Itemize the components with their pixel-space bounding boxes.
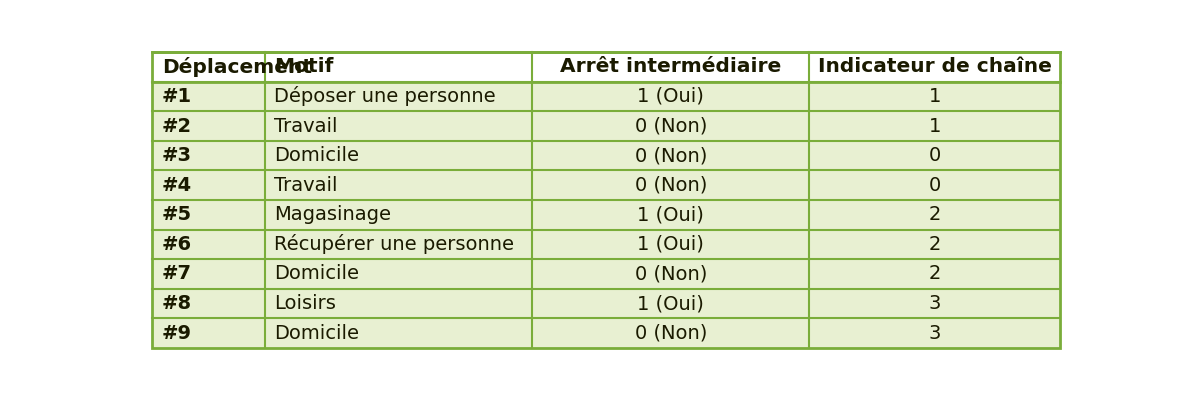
Text: Travail: Travail xyxy=(273,176,337,195)
Text: Domicile: Domicile xyxy=(273,265,358,284)
Text: #7: #7 xyxy=(162,265,192,284)
Text: Motif: Motif xyxy=(273,57,334,76)
Text: Déplacement: Déplacement xyxy=(162,57,311,77)
Text: Arrêt intermédiaire: Arrêt intermédiaire xyxy=(560,57,781,76)
Text: 1 (Oui): 1 (Oui) xyxy=(638,235,704,254)
Text: 0 (Non): 0 (Non) xyxy=(634,176,707,195)
Text: Loisirs: Loisirs xyxy=(273,294,336,313)
Bar xyxy=(153,230,1060,259)
Text: 3: 3 xyxy=(929,294,940,313)
Bar xyxy=(153,82,1060,111)
Bar xyxy=(153,200,1060,230)
Text: #6: #6 xyxy=(162,235,192,254)
Text: Indicateur de chaîne: Indicateur de chaîne xyxy=(817,57,1052,76)
Text: 0: 0 xyxy=(929,176,940,195)
Text: 1 (Oui): 1 (Oui) xyxy=(638,294,704,313)
Bar xyxy=(153,170,1060,200)
Text: Domicile: Domicile xyxy=(273,324,358,343)
Text: 2: 2 xyxy=(929,265,940,284)
Text: 1: 1 xyxy=(929,116,940,135)
Text: 2: 2 xyxy=(929,235,940,254)
Text: #4: #4 xyxy=(162,176,192,195)
Text: #1: #1 xyxy=(162,87,192,106)
Text: 0 (Non): 0 (Non) xyxy=(634,265,707,284)
Text: 1 (Oui): 1 (Oui) xyxy=(638,87,704,106)
Text: 0 (Non): 0 (Non) xyxy=(634,324,707,343)
Text: Magasinage: Magasinage xyxy=(273,205,390,224)
Text: Travail: Travail xyxy=(273,116,337,135)
Text: 1: 1 xyxy=(929,87,940,106)
Text: #3: #3 xyxy=(162,146,192,165)
Text: 0 (Non): 0 (Non) xyxy=(634,146,707,165)
Text: Domicile: Domicile xyxy=(273,146,358,165)
Text: 0: 0 xyxy=(929,146,940,165)
Text: 1 (Oui): 1 (Oui) xyxy=(638,205,704,224)
Text: 2: 2 xyxy=(929,205,940,224)
Bar xyxy=(153,259,1060,289)
Bar xyxy=(153,289,1060,318)
Bar xyxy=(153,141,1060,170)
Bar xyxy=(153,318,1060,348)
Text: #9: #9 xyxy=(162,324,192,343)
Text: #2: #2 xyxy=(162,116,192,135)
Text: 3: 3 xyxy=(929,324,940,343)
Bar xyxy=(153,111,1060,141)
Text: #8: #8 xyxy=(162,294,192,313)
Text: Récupérer une personne: Récupérer une personne xyxy=(273,234,513,254)
Bar xyxy=(153,52,1060,82)
Text: Déposer une personne: Déposer une personne xyxy=(273,86,496,107)
Text: 0 (Non): 0 (Non) xyxy=(634,116,707,135)
Text: #5: #5 xyxy=(162,205,192,224)
